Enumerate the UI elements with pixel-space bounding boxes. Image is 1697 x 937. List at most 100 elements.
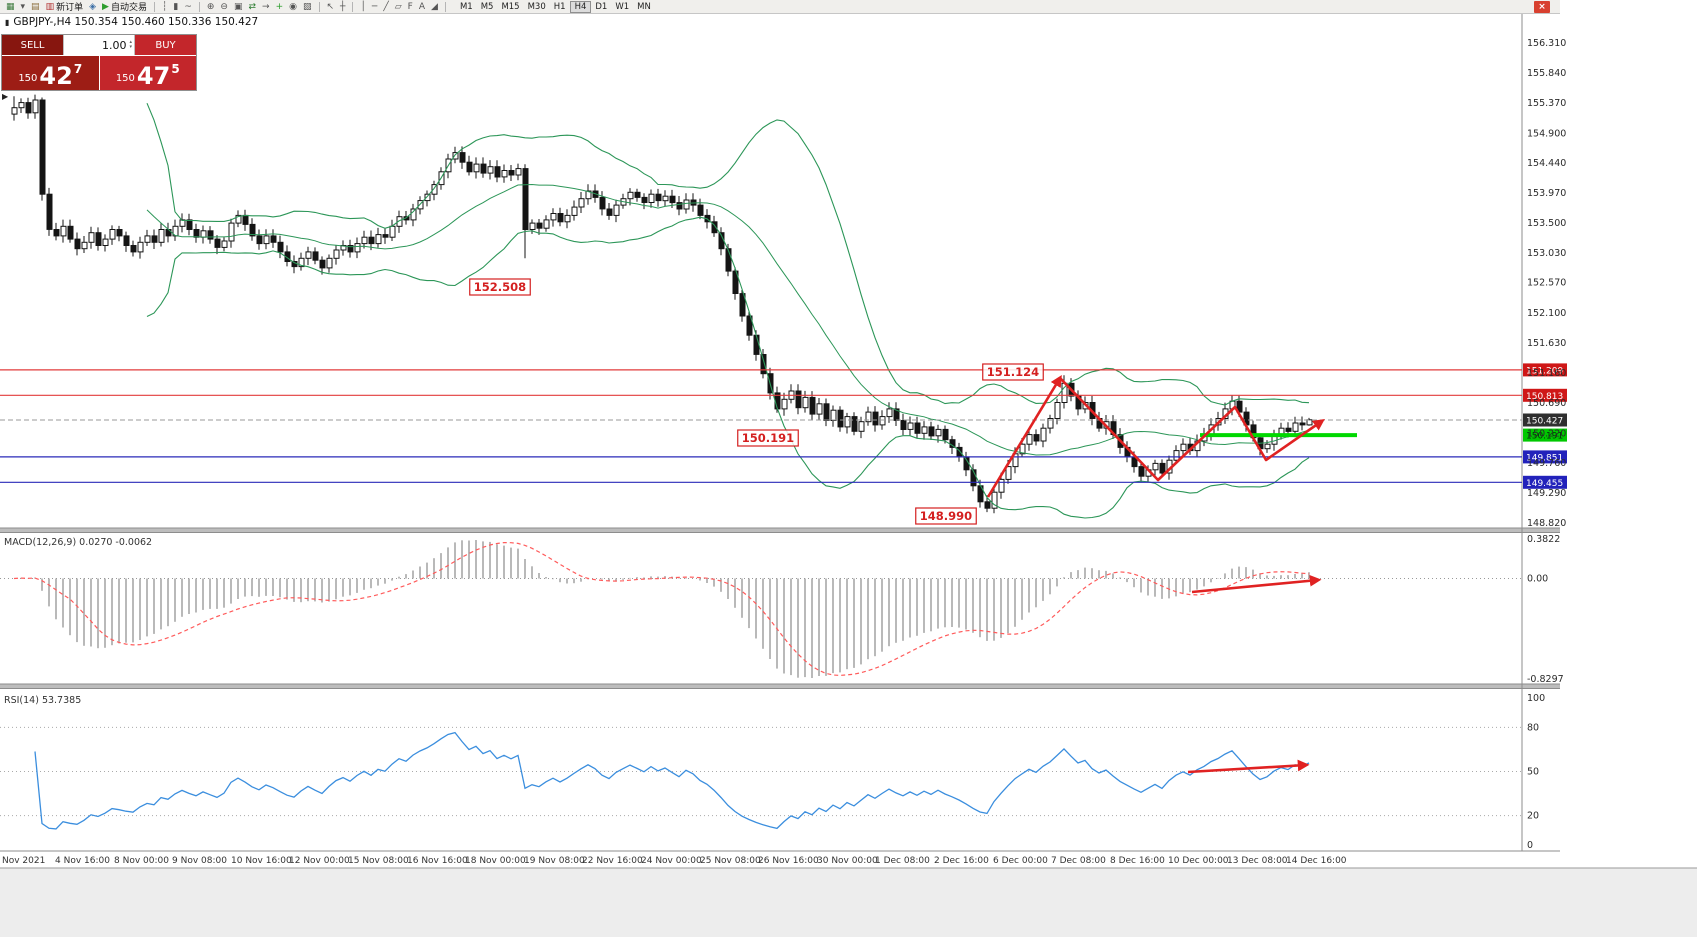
channel-icon: ▱ xyxy=(394,1,402,12)
macd-signal-line xyxy=(13,541,1310,677)
svg-text:50: 50 xyxy=(1527,767,1539,778)
price-tag-150.427[interactable] xyxy=(1523,413,1567,427)
metaeditor-icon: ◈ xyxy=(89,1,97,12)
svg-text:-0.8297: -0.8297 xyxy=(1527,674,1564,685)
time-axis-label: 26 Nov 16:00 xyxy=(758,856,819,866)
spinner-down-icon[interactable]: ▾ xyxy=(129,44,132,50)
timeframe-mn[interactable]: MN xyxy=(637,1,651,12)
buy-price-display[interactable]: 150 47 5 xyxy=(99,56,196,90)
text-icon[interactable]: A xyxy=(416,1,428,13)
time-axis-label: 10 Nov 16:00 xyxy=(231,856,292,866)
volume-input[interactable]: 1.00 ▴ ▾ xyxy=(63,35,135,55)
tile-windows-icon[interactable]: ▣ xyxy=(231,1,246,13)
time-axis-label: 2 Dec 16:00 xyxy=(934,856,989,866)
metaeditor-icon[interactable]: ◈ xyxy=(86,1,99,13)
arrows-icon: ◢ xyxy=(431,1,438,12)
svg-text:0.3822: 0.3822 xyxy=(1527,534,1560,545)
profiles-icon: ▤ xyxy=(31,1,40,12)
annotation-text: 148.990 xyxy=(920,509,972,523)
price-axis-label: 151.160 xyxy=(1527,368,1566,379)
price-axis-label: 155.840 xyxy=(1527,68,1566,79)
ohlc-bars-icon[interactable]: ┆ xyxy=(159,1,170,13)
line-chart-icon[interactable]: ~ xyxy=(181,1,195,13)
trend-arrow[interactable] xyxy=(1191,574,1322,594)
time-axis-label: 6 Dec 00:00 xyxy=(993,856,1048,866)
annotation-box-152.508[interactable] xyxy=(469,278,531,296)
annotation-box-148.990[interactable] xyxy=(915,507,977,525)
volume-spinner[interactable]: ▴ ▾ xyxy=(129,40,132,50)
periods-icon[interactable]: ◉ xyxy=(286,1,300,13)
timeframe-h1[interactable]: H1 xyxy=(553,1,566,12)
buy-price-pip: 5 xyxy=(171,62,180,76)
timeframe-m5[interactable]: M5 xyxy=(480,1,494,12)
chart-shift-icon[interactable]: → xyxy=(259,1,273,13)
autotrading-button[interactable]: ▶ 自动交易 xyxy=(99,1,150,14)
chart-shift-icon: → xyxy=(262,1,270,12)
buy-button[interactable]: BUY xyxy=(135,35,196,55)
cursor-icon[interactable]: ↖ xyxy=(324,1,338,13)
channel-icon[interactable]: ▱ xyxy=(392,1,405,13)
svg-text:80: 80 xyxy=(1527,722,1539,733)
price-tag-149.851[interactable] xyxy=(1523,450,1567,464)
zoom-out-icon[interactable]: ⊖ xyxy=(217,1,231,13)
annotation-box-151.124[interactable] xyxy=(982,363,1044,381)
trendline-icon[interactable]: ╱ xyxy=(380,1,391,13)
auto-scroll-icon[interactable]: ⇄ xyxy=(245,1,259,13)
crosshair-icon: ┼ xyxy=(340,1,346,12)
svg-text:20: 20 xyxy=(1527,811,1539,822)
trend-arrow[interactable] xyxy=(1059,377,1325,482)
price-tag-151.209[interactable] xyxy=(1523,363,1567,377)
annotation-box-150.191[interactable] xyxy=(737,429,799,447)
fibonacci-icon[interactable]: F xyxy=(405,1,416,13)
timeframe-m1[interactable]: M1 xyxy=(459,1,473,12)
candlesticks-icon[interactable]: ▮ xyxy=(170,1,181,13)
sell-price-display[interactable]: 150 42 7 xyxy=(2,56,100,90)
timeframe-m15[interactable]: M15 xyxy=(501,1,520,12)
horizontal-line-icon[interactable]: ─ xyxy=(369,1,380,13)
chart-list-dropdown-icon[interactable]: ▾ xyxy=(18,1,29,13)
volume-value: 1.00 xyxy=(101,38,127,52)
chart-ohlc-readout: ▮ GBPJPY-,H4 150.354 150.460 150.336 150… xyxy=(5,16,258,28)
profiles-icon[interactable]: ▤ xyxy=(28,1,43,13)
panel-collapse-icon[interactable]: ▶ xyxy=(2,92,9,101)
new-chart-icon: ▦ xyxy=(6,1,15,12)
svg-text:0: 0 xyxy=(1527,840,1533,851)
time-axis-label: 18 Nov 00:00 xyxy=(465,856,526,866)
buy-price-prefix: 150 xyxy=(115,73,135,84)
timeframe-w1[interactable]: W1 xyxy=(615,1,630,12)
price-tag-149.455[interactable] xyxy=(1523,475,1567,489)
timeframe-m30[interactable]: M30 xyxy=(527,1,546,12)
macd-panel: MACD(12,26,9) 0.0270 -0.0062 0.3822 0.00 -0… xyxy=(0,534,1564,685)
vertical-line-icon[interactable]: │ xyxy=(357,1,368,13)
trend-arrow[interactable] xyxy=(1187,759,1310,774)
new-chart-icon[interactable]: ▦ xyxy=(3,1,18,13)
time-axis-label: 8 Nov 00:00 xyxy=(114,856,169,866)
crosshair-icon[interactable]: ┼ xyxy=(337,1,348,13)
panel-divider[interactable] xyxy=(0,684,1560,689)
price-tag-150.191[interactable] xyxy=(1523,428,1567,442)
panel-divider[interactable] xyxy=(0,528,1560,533)
macd-label: MACD(12,26,9) 0.0270 -0.0062 xyxy=(4,537,152,548)
time-axis-label: 9 Nov 08:00 xyxy=(172,856,227,866)
new-order-button[interactable]: ▥ 新订单 xyxy=(43,1,87,14)
arrows-icon[interactable]: ◢ xyxy=(428,1,441,13)
svg-text:149.455: 149.455 xyxy=(1526,479,1563,489)
price-tag-150.813[interactable] xyxy=(1523,388,1567,402)
price-axis-label: 152.570 xyxy=(1527,278,1566,289)
rsi-label: RSI(14) 53.7385 xyxy=(4,695,81,706)
timeframe-h4[interactable]: H4 xyxy=(569,0,592,13)
time-axis-label: 16 Nov 16:00 xyxy=(407,856,468,866)
templates-icon[interactable]: ▧ xyxy=(300,1,315,13)
tile-windows-icon: ▣ xyxy=(233,1,243,12)
spinner-up-icon[interactable]: ▴ xyxy=(129,39,132,45)
timeframe-d1[interactable]: D1 xyxy=(595,1,608,12)
time-axis-label: 12 Nov 00:00 xyxy=(289,856,350,866)
sell-button[interactable]: SELL xyxy=(2,35,63,55)
zoom-in-icon[interactable]: ⊕ xyxy=(204,1,218,13)
periods-icon: ◉ xyxy=(289,1,297,12)
indicators-icon[interactable]: + xyxy=(273,1,287,13)
close-chart-button[interactable]: × xyxy=(1534,1,1550,13)
annotation-text: 152.508 xyxy=(474,280,526,294)
trend-arrow[interactable] xyxy=(986,374,1062,498)
